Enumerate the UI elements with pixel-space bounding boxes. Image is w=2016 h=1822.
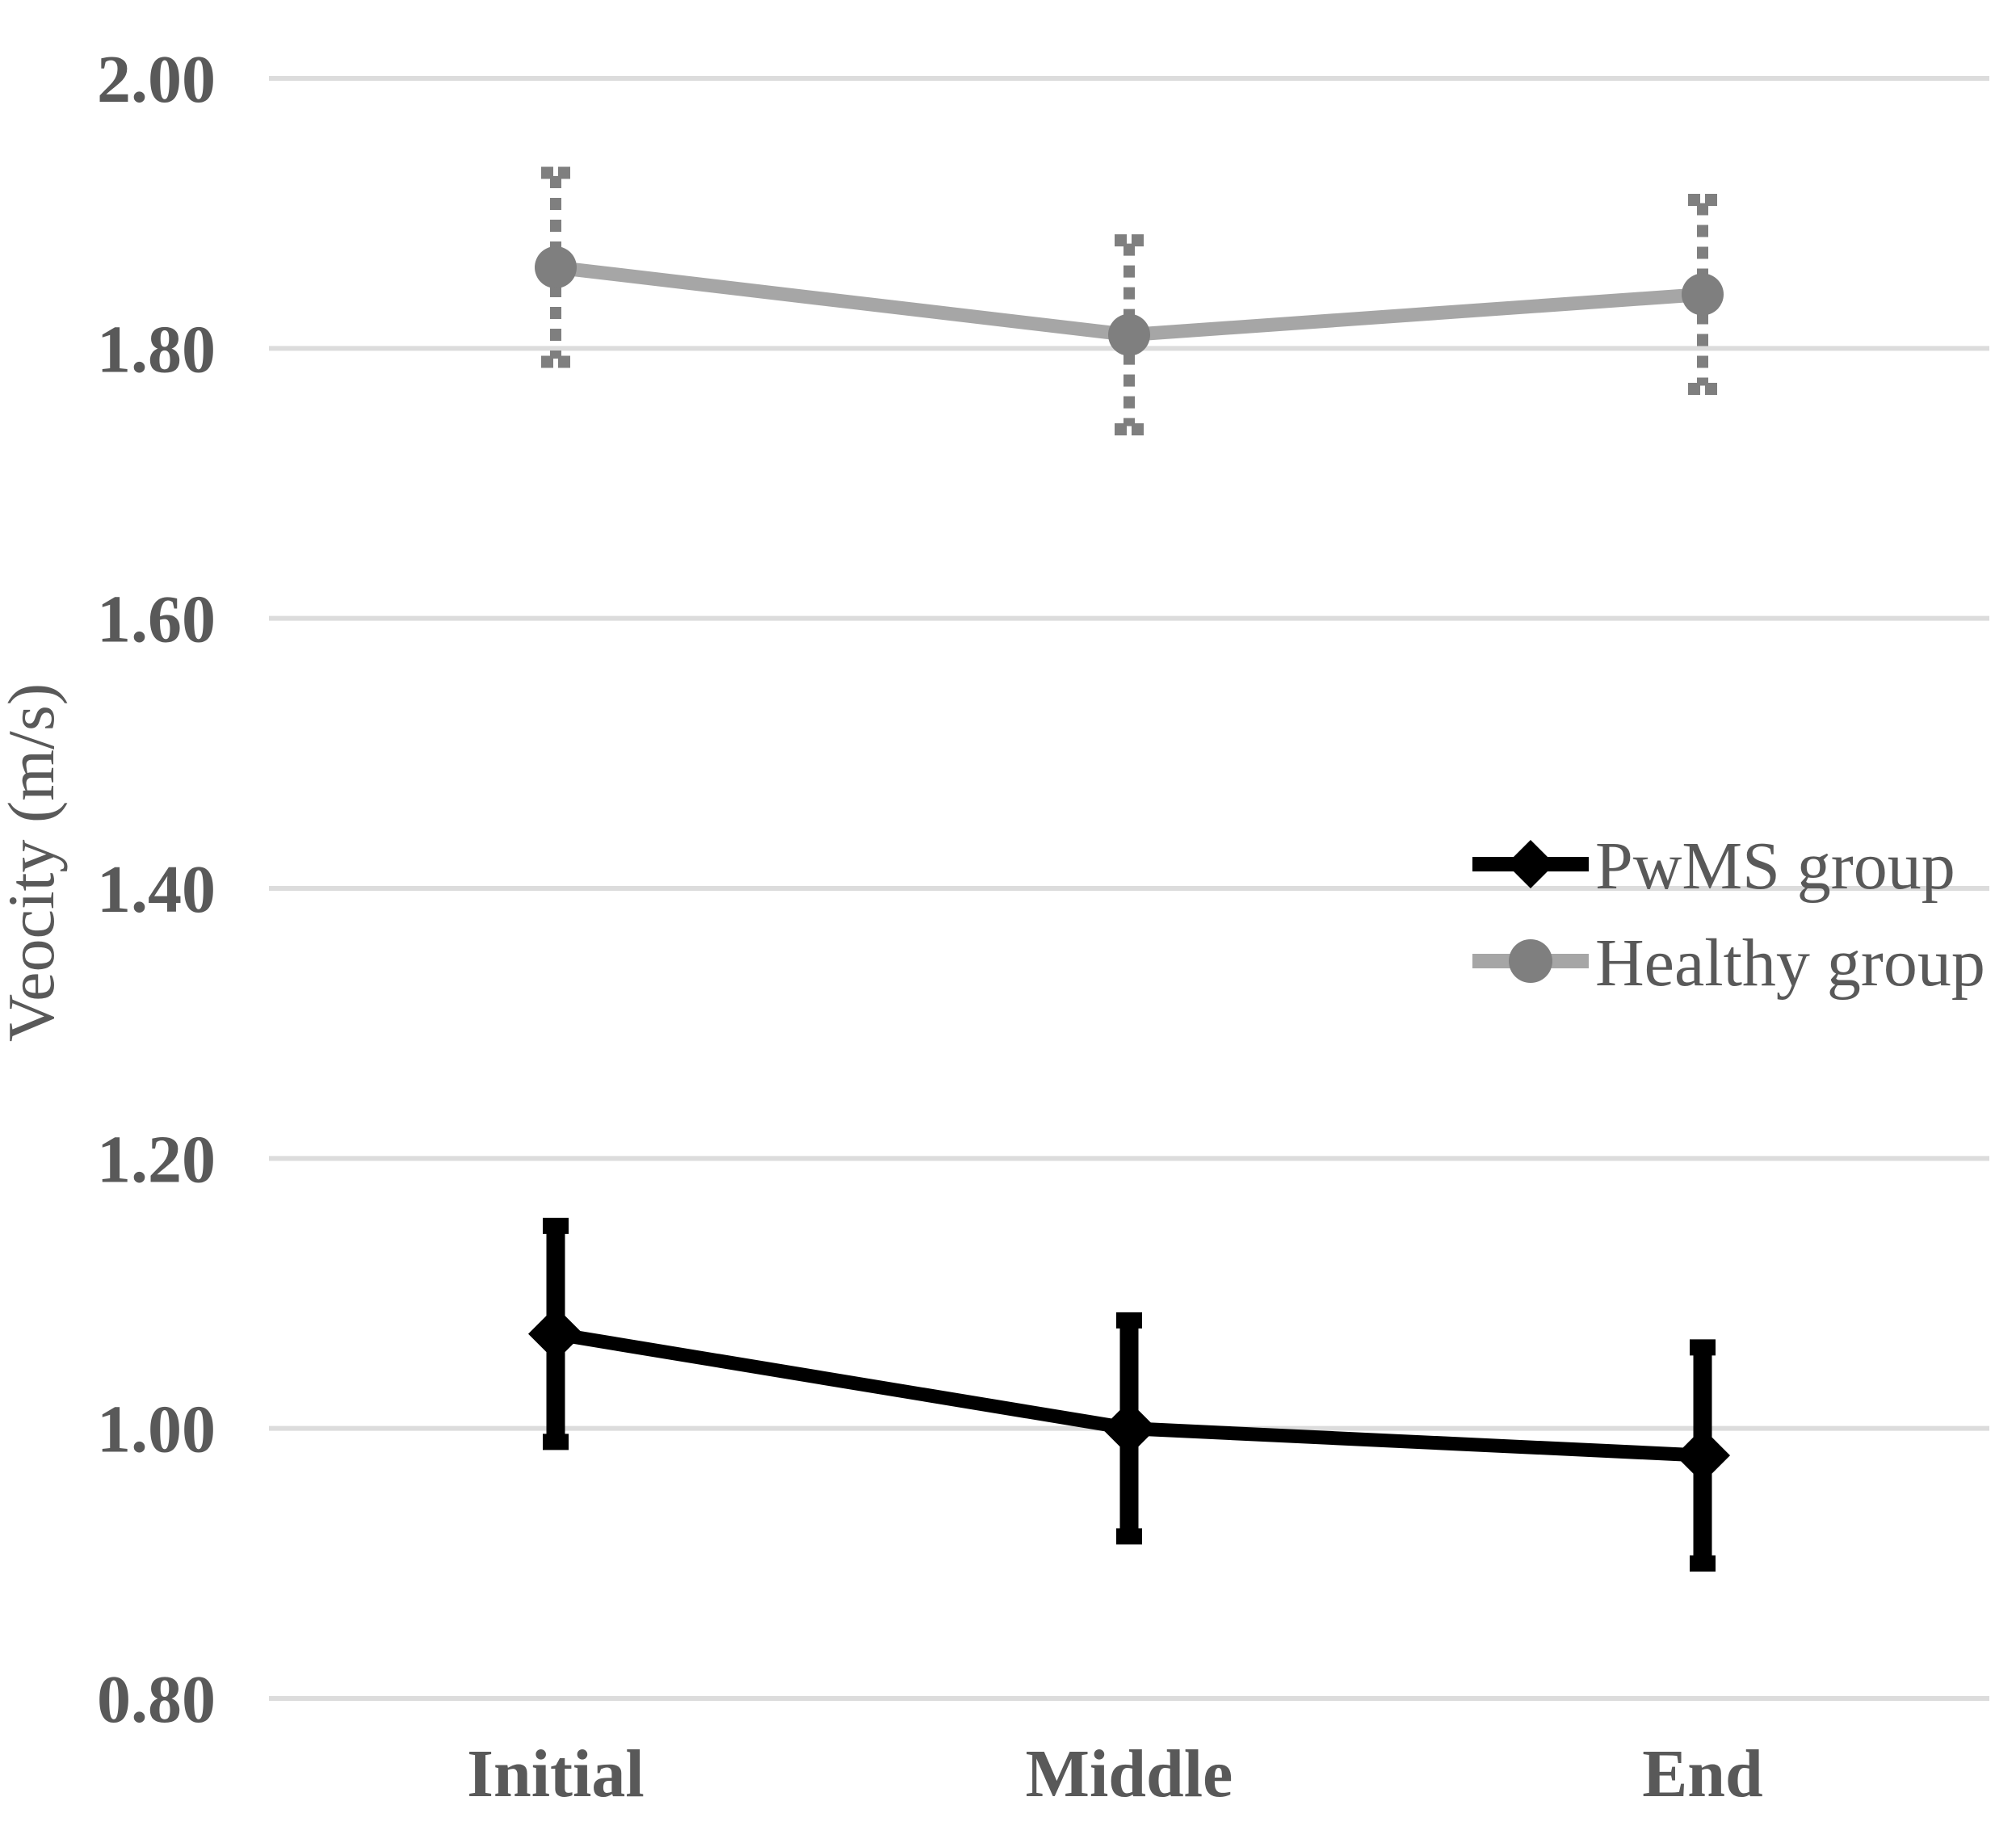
legend-item-healthy-group: Healthy group xyxy=(1472,926,1985,1001)
y-tick-0.80: 0.80 xyxy=(97,1662,216,1737)
marker-pwms-group-middle xyxy=(1102,1400,1157,1456)
legend-circle-marker-icon xyxy=(1509,939,1552,983)
y-tick-1.20: 1.20 xyxy=(97,1122,216,1197)
legend-diamond-marker-icon xyxy=(1506,840,1555,888)
y-tick-2.00: 2.00 xyxy=(97,42,216,117)
marker-pwms-group-end xyxy=(1675,1428,1730,1484)
y-tick-1.60: 1.60 xyxy=(97,582,216,657)
x-label-middle: Middle xyxy=(1026,1736,1233,1812)
series-pwms-group xyxy=(528,1217,1730,1572)
marker-healthy-group-initial xyxy=(535,246,577,289)
y-axis-title: Veocity (m/s) xyxy=(0,683,68,1042)
x-label-end: End xyxy=(1642,1736,1762,1812)
legend-item-pwms-group: PwMS group xyxy=(1472,829,1955,904)
y-tick-1.00: 1.00 xyxy=(97,1392,216,1467)
y-tick-1.40: 1.40 xyxy=(97,852,216,927)
legend: PwMS group Healthy group xyxy=(1472,829,1985,1001)
legend-label-pwms-group: PwMS group xyxy=(1595,829,1955,904)
marker-pwms-group-initial xyxy=(528,1306,583,1362)
series-healthy-group xyxy=(535,166,1724,436)
y-tick-1.80: 1.80 xyxy=(97,312,216,387)
marker-healthy-group-end xyxy=(1682,273,1724,316)
marker-healthy-group-middle xyxy=(1108,313,1150,356)
x-label-initial: Initial xyxy=(467,1736,644,1812)
legend-label-healthy-group: Healthy group xyxy=(1595,926,1985,1001)
